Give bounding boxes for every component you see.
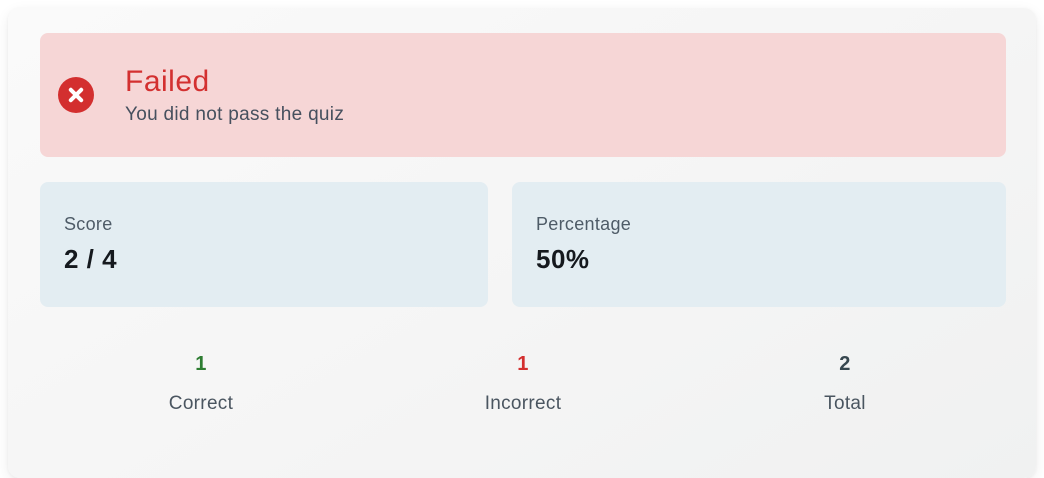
stat-correct: 1 Correct: [40, 353, 362, 415]
failed-banner: Failed You did not pass the quiz: [40, 33, 1006, 157]
incorrect-label: Incorrect: [484, 393, 562, 414]
percentage-card-label: Percentage: [536, 214, 632, 234]
incorrect-count: 1: [517, 353, 529, 375]
score-card-value: 2 / 4: [64, 244, 118, 274]
banner-text: Failed You did not pass the quiz: [125, 65, 344, 126]
x-circle-icon: [58, 77, 94, 113]
score-card: Score 2 / 4: [40, 182, 488, 307]
stat-total: 2 Total: [684, 353, 1006, 415]
total-count: 2: [839, 353, 851, 375]
counts-row: 1 Correct 1 Incorrect 2 Total: [40, 353, 1006, 415]
banner-status-title: Failed: [125, 64, 210, 98]
percentage-card: Percentage 50%: [512, 182, 1006, 307]
score-card-label: Score: [64, 214, 113, 234]
stat-incorrect: 1 Incorrect: [362, 353, 684, 415]
correct-label: Correct: [168, 393, 234, 414]
quiz-result-card: Failed You did not pass the quiz Score 2…: [8, 8, 1036, 478]
percentage-card-value: 50%: [536, 244, 590, 274]
correct-count: 1: [195, 353, 207, 375]
total-label: Total: [824, 393, 866, 414]
summary-cards-row: Score 2 / 4 Percentage 50%: [40, 182, 1006, 307]
banner-status-message: You did not pass the quiz: [125, 103, 345, 125]
